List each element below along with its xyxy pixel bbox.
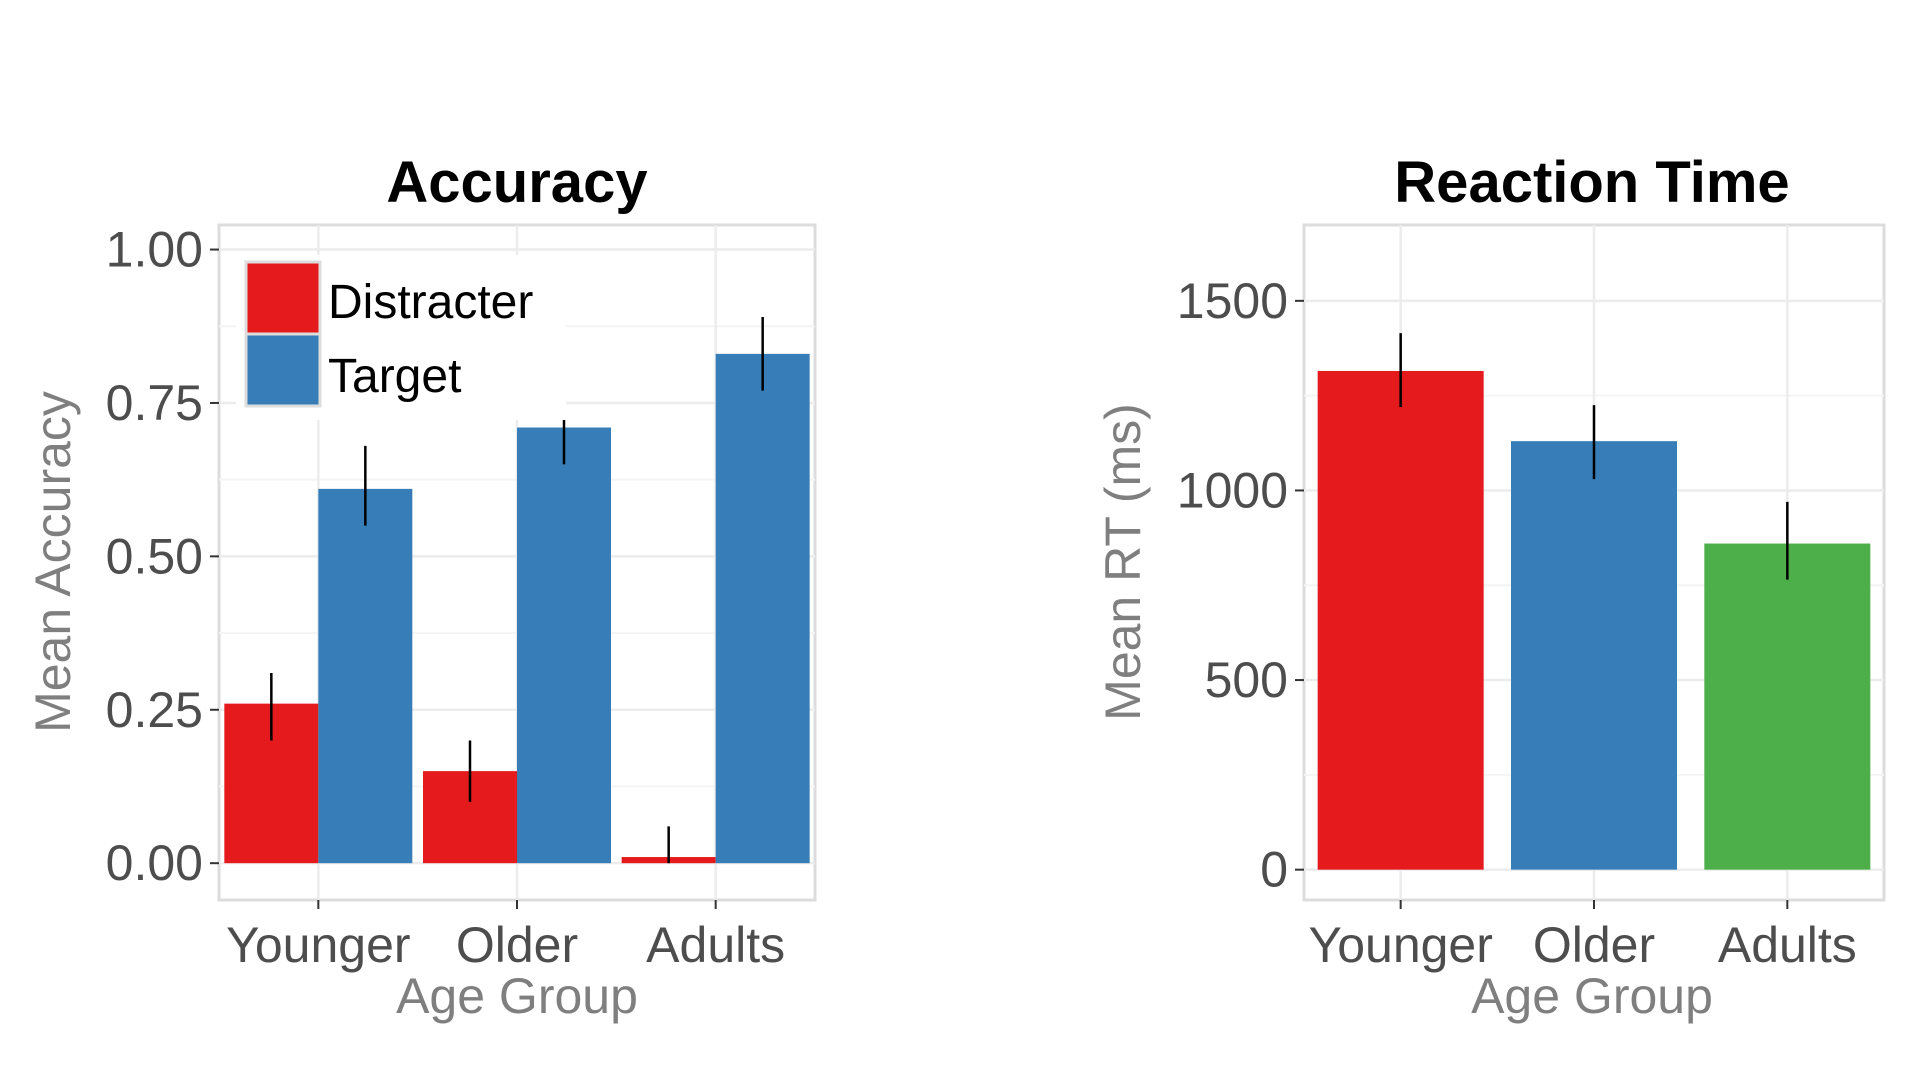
y-tick-label: 0 <box>1260 842 1288 898</box>
accuracy-y-axis-title: Mean Accuracy <box>25 391 81 733</box>
y-tick-label: 0.00 <box>106 835 203 891</box>
accuracy-legend: Distracter Target <box>236 255 566 420</box>
accuracy-x-axis-title: Age Group <box>396 968 638 1024</box>
accuracy-chart: Accuracy 0.00 0.25 0.50 0.75 1.00 Younger Old… <box>25 150 817 1024</box>
x-tick-label-adults: Adults <box>646 917 785 973</box>
y-tick-label: 500 <box>1205 652 1288 708</box>
reaction-time-x-axis-title: Age Group <box>1471 968 1713 1024</box>
legend-key-target <box>244 332 322 408</box>
legend-label-target: Target <box>328 350 461 403</box>
reaction-time-bars <box>1317 370 1871 870</box>
y-tick-label: 1.00 <box>106 222 203 278</box>
bar-younger <box>1317 370 1484 870</box>
reaction-time-error-bars <box>1399 333 1789 580</box>
reaction-time-chart-title: Reaction Time <box>1394 150 1789 215</box>
y-tick-label: 0.25 <box>106 682 203 738</box>
y-tick-label: 1000 <box>1177 462 1288 518</box>
bar-older <box>1511 441 1677 870</box>
bar-target-older <box>517 427 611 864</box>
legend-key-distracter <box>244 260 322 336</box>
accuracy-x-ticks: Younger Older Adults <box>226 900 785 973</box>
x-tick-label-younger: Younger <box>1308 917 1492 973</box>
x-tick-label-younger: Younger <box>226 917 410 973</box>
accuracy-chart-title: Accuracy <box>386 150 647 215</box>
accuracy-error-bars <box>270 317 764 864</box>
y-tick-label: 1500 <box>1177 273 1288 329</box>
x-tick-label-older: Older <box>456 917 578 973</box>
bar-adults <box>1704 543 1871 870</box>
reaction-time-y-axis-title: Mean RT (ms) <box>1095 403 1151 721</box>
legend-label-distracter: Distracter <box>328 276 533 329</box>
x-tick-label-older: Older <box>1533 917 1655 973</box>
y-tick-label: 0.50 <box>106 528 203 584</box>
accuracy-y-ticks: 0.00 0.25 0.50 0.75 1.00 <box>106 222 219 891</box>
accuracy-bars <box>224 353 810 864</box>
reaction-time-y-ticks: 0 500 1000 1500 <box>1177 273 1304 898</box>
y-tick-label: 0.75 <box>106 375 203 431</box>
bar-target-younger <box>318 488 413 864</box>
reaction-time-x-ticks: Younger Older Adults <box>1308 900 1857 973</box>
bar-target-adults <box>715 353 810 864</box>
x-tick-label-adults: Adults <box>1718 917 1857 973</box>
